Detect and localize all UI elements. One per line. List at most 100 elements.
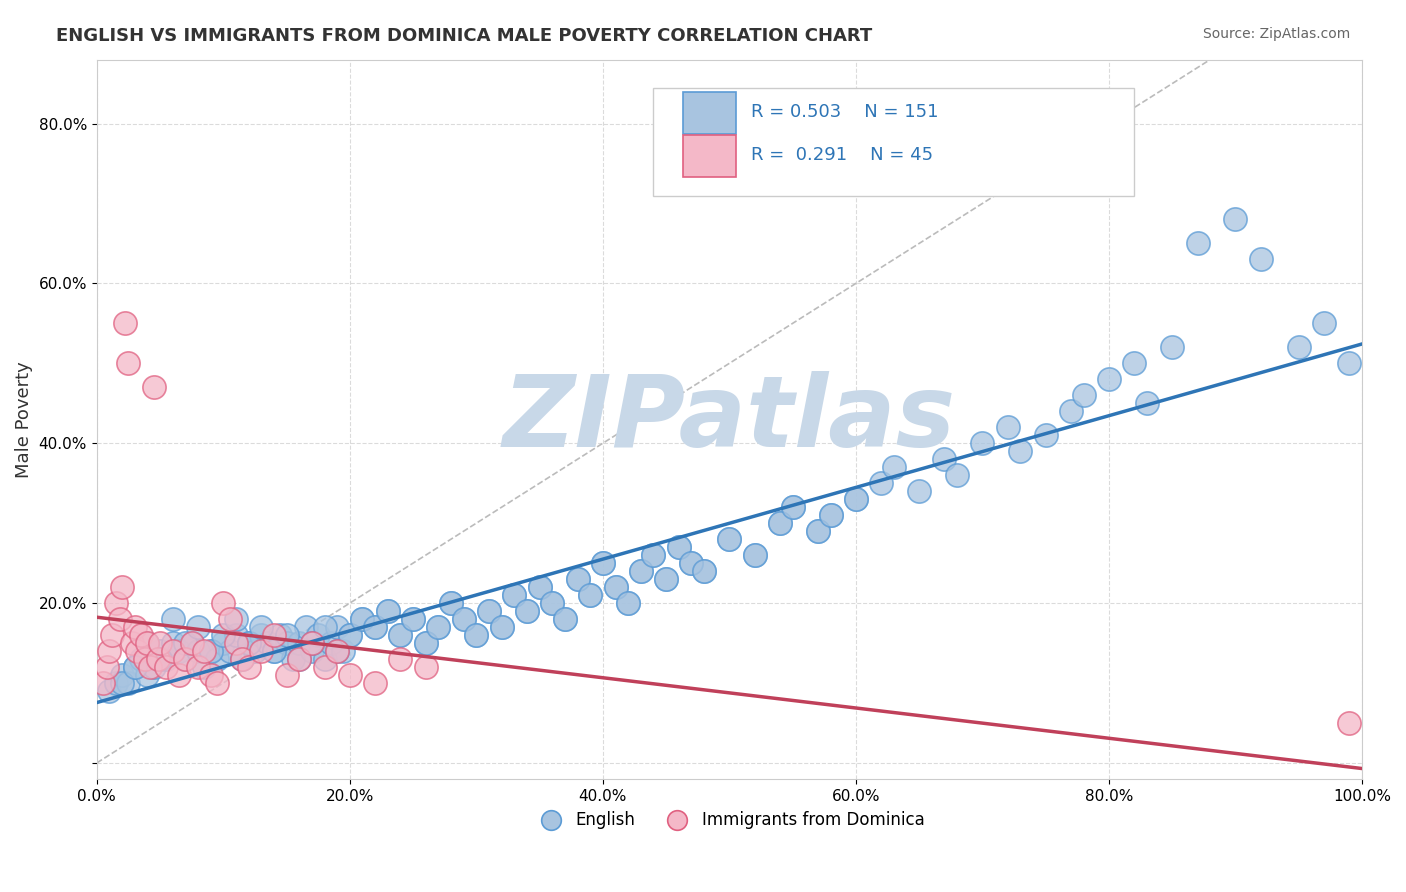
Point xyxy=(124,660,146,674)
Point xyxy=(1010,444,1032,458)
Point xyxy=(301,636,323,650)
Point xyxy=(630,564,652,578)
Point xyxy=(263,644,285,658)
Point xyxy=(554,612,576,626)
Point xyxy=(101,628,124,642)
Point xyxy=(478,604,501,618)
Point xyxy=(415,660,437,674)
Point xyxy=(364,620,387,634)
Point xyxy=(668,540,690,554)
Point xyxy=(127,644,149,658)
Text: R =  0.291    N = 45: R = 0.291 N = 45 xyxy=(751,146,934,164)
Point xyxy=(326,644,349,658)
Point xyxy=(200,644,222,658)
Point xyxy=(1288,340,1310,354)
Point xyxy=(231,652,253,666)
Point xyxy=(643,548,665,562)
Text: ENGLISH VS IMMIGRANTS FROM DOMINICA MALE POVERTY CORRELATION CHART: ENGLISH VS IMMIGRANTS FROM DOMINICA MALE… xyxy=(56,27,873,45)
Point xyxy=(934,452,956,467)
Point xyxy=(288,652,311,666)
Point xyxy=(491,620,513,634)
FancyBboxPatch shape xyxy=(654,88,1135,196)
Point xyxy=(579,588,602,602)
Point xyxy=(218,612,240,626)
Point xyxy=(491,620,513,634)
Point xyxy=(820,508,842,523)
Point xyxy=(142,380,165,394)
Point xyxy=(415,636,437,650)
Point xyxy=(782,500,804,515)
Point xyxy=(567,572,589,586)
Point xyxy=(98,644,121,658)
Point xyxy=(718,532,741,546)
Point xyxy=(402,612,425,626)
Point xyxy=(139,660,162,674)
Point xyxy=(377,604,399,618)
Point xyxy=(149,636,172,650)
Point xyxy=(465,628,488,642)
Point xyxy=(174,652,197,666)
Point xyxy=(655,572,678,586)
Point xyxy=(136,668,159,682)
Point xyxy=(567,572,589,586)
Point xyxy=(301,636,323,650)
Point xyxy=(617,596,640,610)
Text: R = 0.503    N = 151: R = 0.503 N = 151 xyxy=(751,103,938,121)
Point xyxy=(807,524,830,538)
Point xyxy=(529,580,551,594)
Point xyxy=(111,580,134,594)
Point xyxy=(174,636,197,650)
Point xyxy=(820,508,842,523)
Point xyxy=(205,652,228,666)
Point xyxy=(146,652,169,666)
Point xyxy=(180,636,202,650)
Point xyxy=(212,628,235,642)
Point xyxy=(1187,236,1209,251)
Point xyxy=(180,636,202,650)
Point xyxy=(250,628,273,642)
Point xyxy=(630,564,652,578)
Point xyxy=(104,676,127,690)
Point xyxy=(155,652,177,666)
Point xyxy=(193,660,215,674)
Point xyxy=(352,612,374,626)
Point xyxy=(845,492,868,507)
Point xyxy=(96,660,118,674)
Point xyxy=(238,636,260,650)
Point xyxy=(281,652,304,666)
Point xyxy=(453,612,475,626)
Point xyxy=(503,588,526,602)
Point xyxy=(465,628,488,642)
Point xyxy=(314,660,336,674)
FancyBboxPatch shape xyxy=(682,135,735,177)
Point xyxy=(134,652,156,666)
Point xyxy=(744,548,766,562)
Point xyxy=(339,628,361,642)
Point xyxy=(681,556,703,570)
Point xyxy=(314,620,336,634)
Point xyxy=(129,652,152,666)
Point xyxy=(263,628,285,642)
Point xyxy=(225,628,247,642)
Point xyxy=(136,636,159,650)
Y-axis label: Male Poverty: Male Poverty xyxy=(15,361,32,477)
Point xyxy=(579,588,602,602)
Point xyxy=(155,660,177,674)
Point xyxy=(1123,356,1146,370)
Point xyxy=(1073,388,1095,402)
Point xyxy=(415,636,437,650)
Point xyxy=(377,604,399,618)
Point xyxy=(1225,212,1247,227)
Point xyxy=(389,628,412,642)
Point xyxy=(225,612,247,626)
Point xyxy=(769,516,792,531)
Point xyxy=(250,620,273,634)
Point xyxy=(174,652,197,666)
Point xyxy=(117,356,139,370)
Point xyxy=(1250,252,1272,267)
Point xyxy=(339,668,361,682)
Point xyxy=(807,524,830,538)
Point xyxy=(314,652,336,666)
Point xyxy=(845,492,868,507)
Point xyxy=(307,628,329,642)
